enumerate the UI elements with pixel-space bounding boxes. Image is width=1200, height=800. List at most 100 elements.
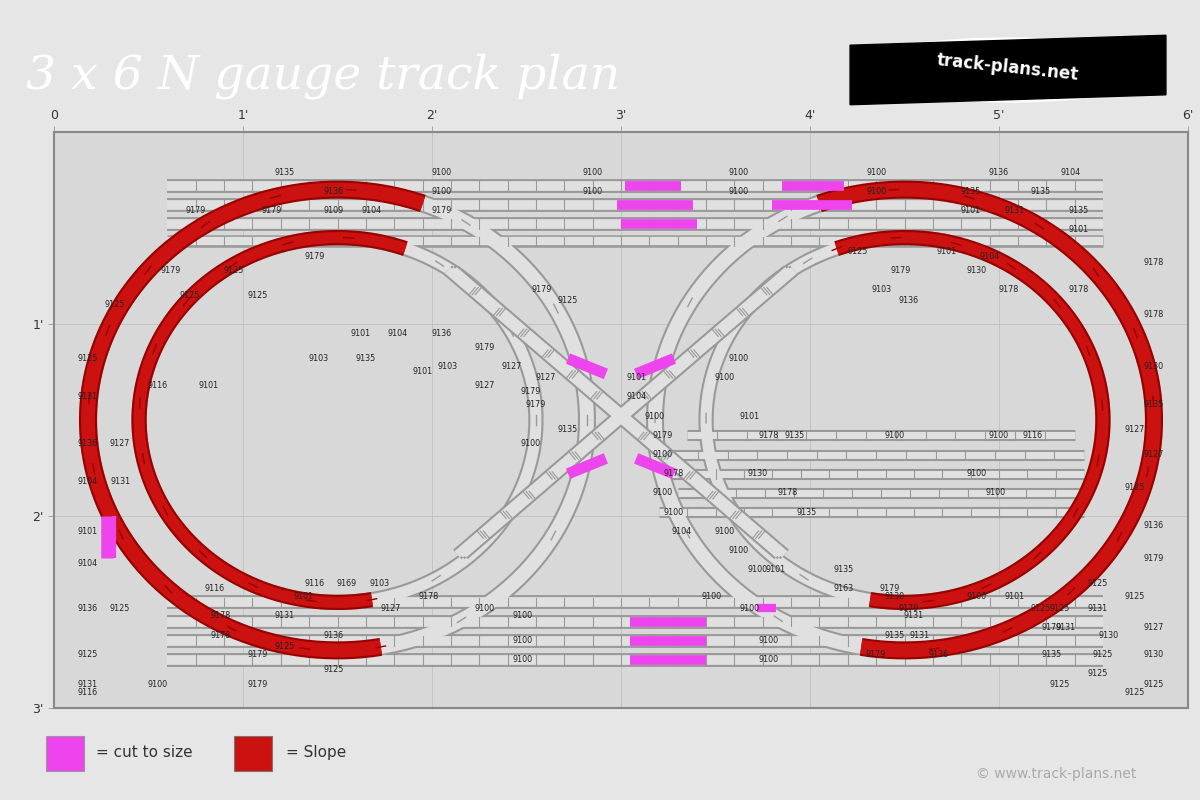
Text: 9135: 9135 (1042, 650, 1062, 658)
Text: 9135: 9135 (275, 168, 295, 177)
Text: 9103: 9103 (871, 285, 892, 294)
Text: 9125: 9125 (104, 300, 125, 310)
Text: 9100: 9100 (989, 431, 1009, 440)
Text: 9178: 9178 (778, 489, 798, 498)
Bar (46, 736, 84, 770)
Text: 9116: 9116 (204, 585, 224, 594)
Text: 9100: 9100 (653, 450, 673, 459)
Text: 9100: 9100 (985, 489, 1006, 498)
Text: 9131: 9131 (78, 393, 98, 402)
Text: 9131: 9131 (904, 611, 924, 620)
Text: 9104: 9104 (1061, 168, 1081, 177)
Text: 9179: 9179 (161, 266, 181, 274)
Text: 9130: 9130 (1098, 630, 1118, 639)
Text: 9178: 9178 (210, 630, 230, 639)
Text: 9179: 9179 (532, 285, 552, 294)
Text: 9135: 9135 (796, 508, 816, 517)
Text: 9179: 9179 (262, 206, 282, 215)
Text: 9178: 9178 (1068, 285, 1088, 294)
Text: 9131: 9131 (1055, 623, 1075, 632)
Text: 9125: 9125 (1087, 669, 1108, 678)
Text: 9136: 9136 (324, 630, 343, 639)
Text: 9100: 9100 (431, 168, 451, 177)
Text: 9179: 9179 (866, 650, 887, 658)
Text: 9125: 9125 (1124, 688, 1145, 697)
Text: 9100: 9100 (521, 438, 540, 447)
Bar (234, 736, 272, 770)
Text: 9101: 9101 (294, 592, 313, 601)
Text: 9100: 9100 (644, 412, 665, 421)
Text: 9136: 9136 (431, 329, 451, 338)
Text: 9100: 9100 (884, 431, 905, 440)
Text: 9125: 9125 (1144, 681, 1164, 690)
Text: 9125: 9125 (1049, 604, 1069, 613)
Text: 9135: 9135 (960, 187, 980, 196)
Text: 9100: 9100 (512, 611, 533, 620)
Text: 9116: 9116 (305, 578, 325, 588)
Text: 9131: 9131 (78, 681, 98, 690)
Text: 9100: 9100 (739, 604, 760, 613)
Text: 9104: 9104 (78, 477, 98, 486)
Text: 9130: 9130 (884, 592, 905, 601)
Text: 9125: 9125 (1049, 681, 1069, 690)
Text: 9135: 9135 (1144, 400, 1164, 409)
Text: 9125: 9125 (847, 246, 868, 255)
Text: © www.track-plans.net: © www.track-plans.net (976, 767, 1136, 782)
Text: 9100: 9100 (728, 546, 749, 555)
Text: 9100: 9100 (715, 374, 736, 382)
Text: 9100: 9100 (512, 636, 533, 646)
Text: 9100: 9100 (653, 489, 673, 498)
Text: 9125: 9125 (223, 266, 244, 274)
Text: 9101: 9101 (626, 374, 646, 382)
Text: 9101: 9101 (766, 566, 786, 574)
Text: 9101: 9101 (199, 381, 220, 390)
Text: 9130: 9130 (966, 266, 986, 274)
Text: 9109: 9109 (324, 206, 344, 215)
Text: 9100: 9100 (758, 655, 779, 665)
Text: 9179: 9179 (526, 400, 546, 409)
Text: 9136: 9136 (324, 187, 343, 196)
Text: 9104: 9104 (672, 527, 691, 536)
Text: 9131: 9131 (110, 477, 131, 486)
Text: 9136: 9136 (989, 168, 1009, 177)
Polygon shape (850, 35, 1166, 105)
Text: 9127: 9127 (1124, 425, 1145, 434)
Text: 9178: 9178 (758, 431, 779, 440)
Text: 9125: 9125 (78, 650, 98, 658)
Text: 9116: 9116 (148, 381, 168, 390)
Text: 9179: 9179 (431, 206, 451, 215)
Text: 9127: 9127 (535, 374, 556, 382)
Text: 9100: 9100 (966, 470, 986, 478)
Text: 9131: 9131 (1004, 206, 1024, 215)
Text: 9100: 9100 (512, 655, 533, 665)
Text: 9104: 9104 (78, 559, 98, 569)
Text: 9179: 9179 (880, 585, 900, 594)
Text: 9179: 9179 (186, 206, 206, 215)
Text: 9125: 9125 (1093, 650, 1114, 658)
Text: 9125: 9125 (248, 290, 269, 300)
Text: 9136: 9136 (899, 297, 918, 306)
Text: 9125: 9125 (558, 297, 578, 306)
Text: 9136: 9136 (78, 604, 98, 613)
Text: 9136: 9136 (78, 438, 98, 447)
Text: 9127: 9127 (110, 438, 131, 447)
Text: 9101: 9101 (413, 367, 433, 377)
Text: 9163: 9163 (834, 585, 854, 594)
Text: = Slope: = Slope (286, 745, 346, 760)
Text: 9131: 9131 (910, 630, 930, 639)
Text: 9178: 9178 (1144, 310, 1164, 319)
Text: 9179: 9179 (1042, 623, 1062, 632)
Text: 9100: 9100 (728, 187, 749, 196)
Text: 9101: 9101 (739, 412, 760, 421)
Text: 9179: 9179 (305, 252, 325, 262)
Text: 9104: 9104 (388, 329, 408, 338)
Text: 9135: 9135 (558, 425, 578, 434)
Text: 9101: 9101 (936, 246, 956, 255)
Text: 9100: 9100 (728, 168, 749, 177)
Text: 9135: 9135 (1031, 187, 1051, 196)
Text: 9127: 9127 (380, 604, 401, 613)
Text: 9100: 9100 (758, 636, 779, 646)
Text: 9103: 9103 (437, 362, 457, 370)
Text: 9101: 9101 (960, 206, 980, 215)
Text: 9125: 9125 (275, 642, 295, 651)
